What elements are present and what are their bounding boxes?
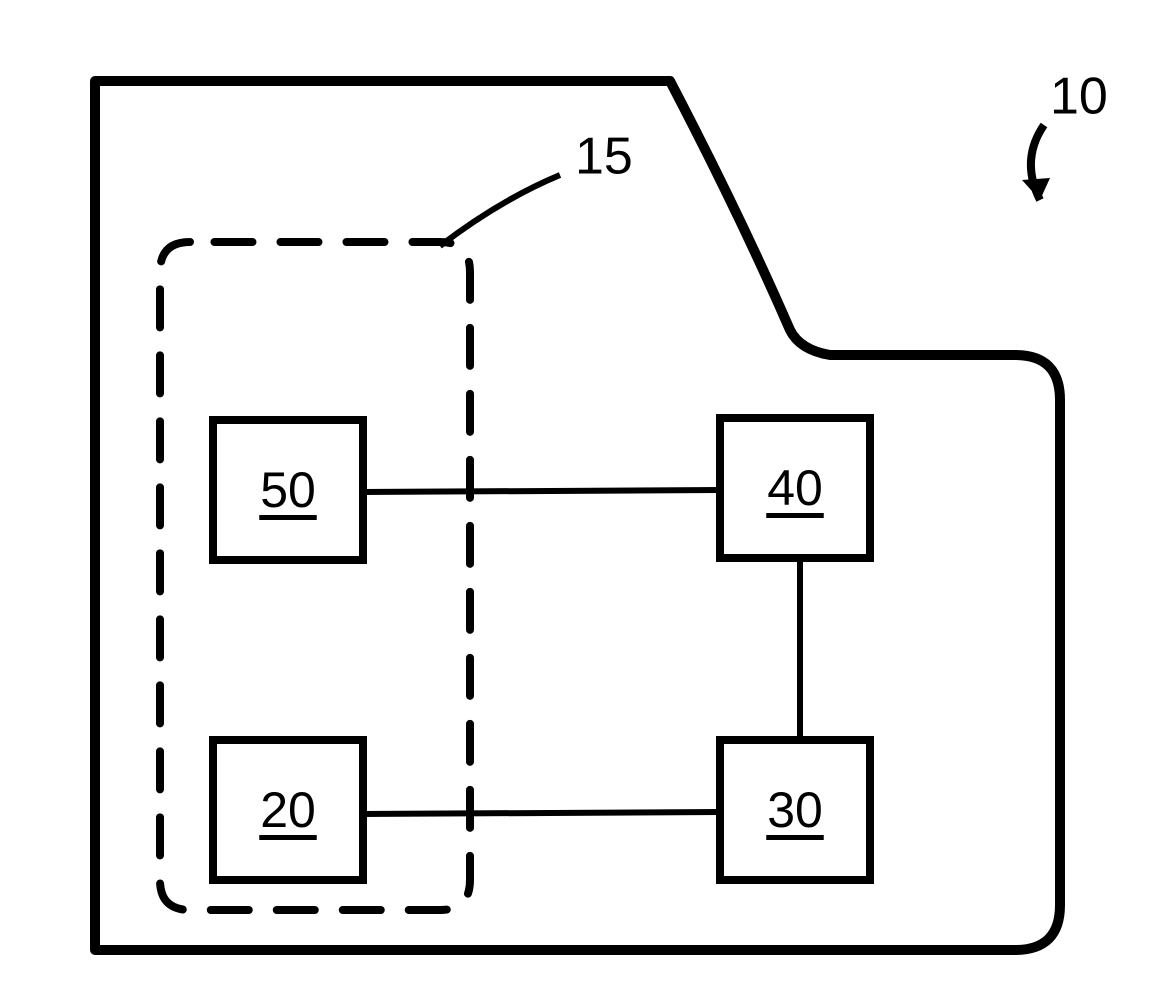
svg-text:40: 40 <box>767 460 823 516</box>
svg-text:50: 50 <box>260 462 316 518</box>
svg-text:10: 10 <box>1050 68 1108 126</box>
svg-text:15: 15 <box>575 128 633 186</box>
svg-text:20: 20 <box>260 782 316 838</box>
svg-text:30: 30 <box>767 782 823 838</box>
